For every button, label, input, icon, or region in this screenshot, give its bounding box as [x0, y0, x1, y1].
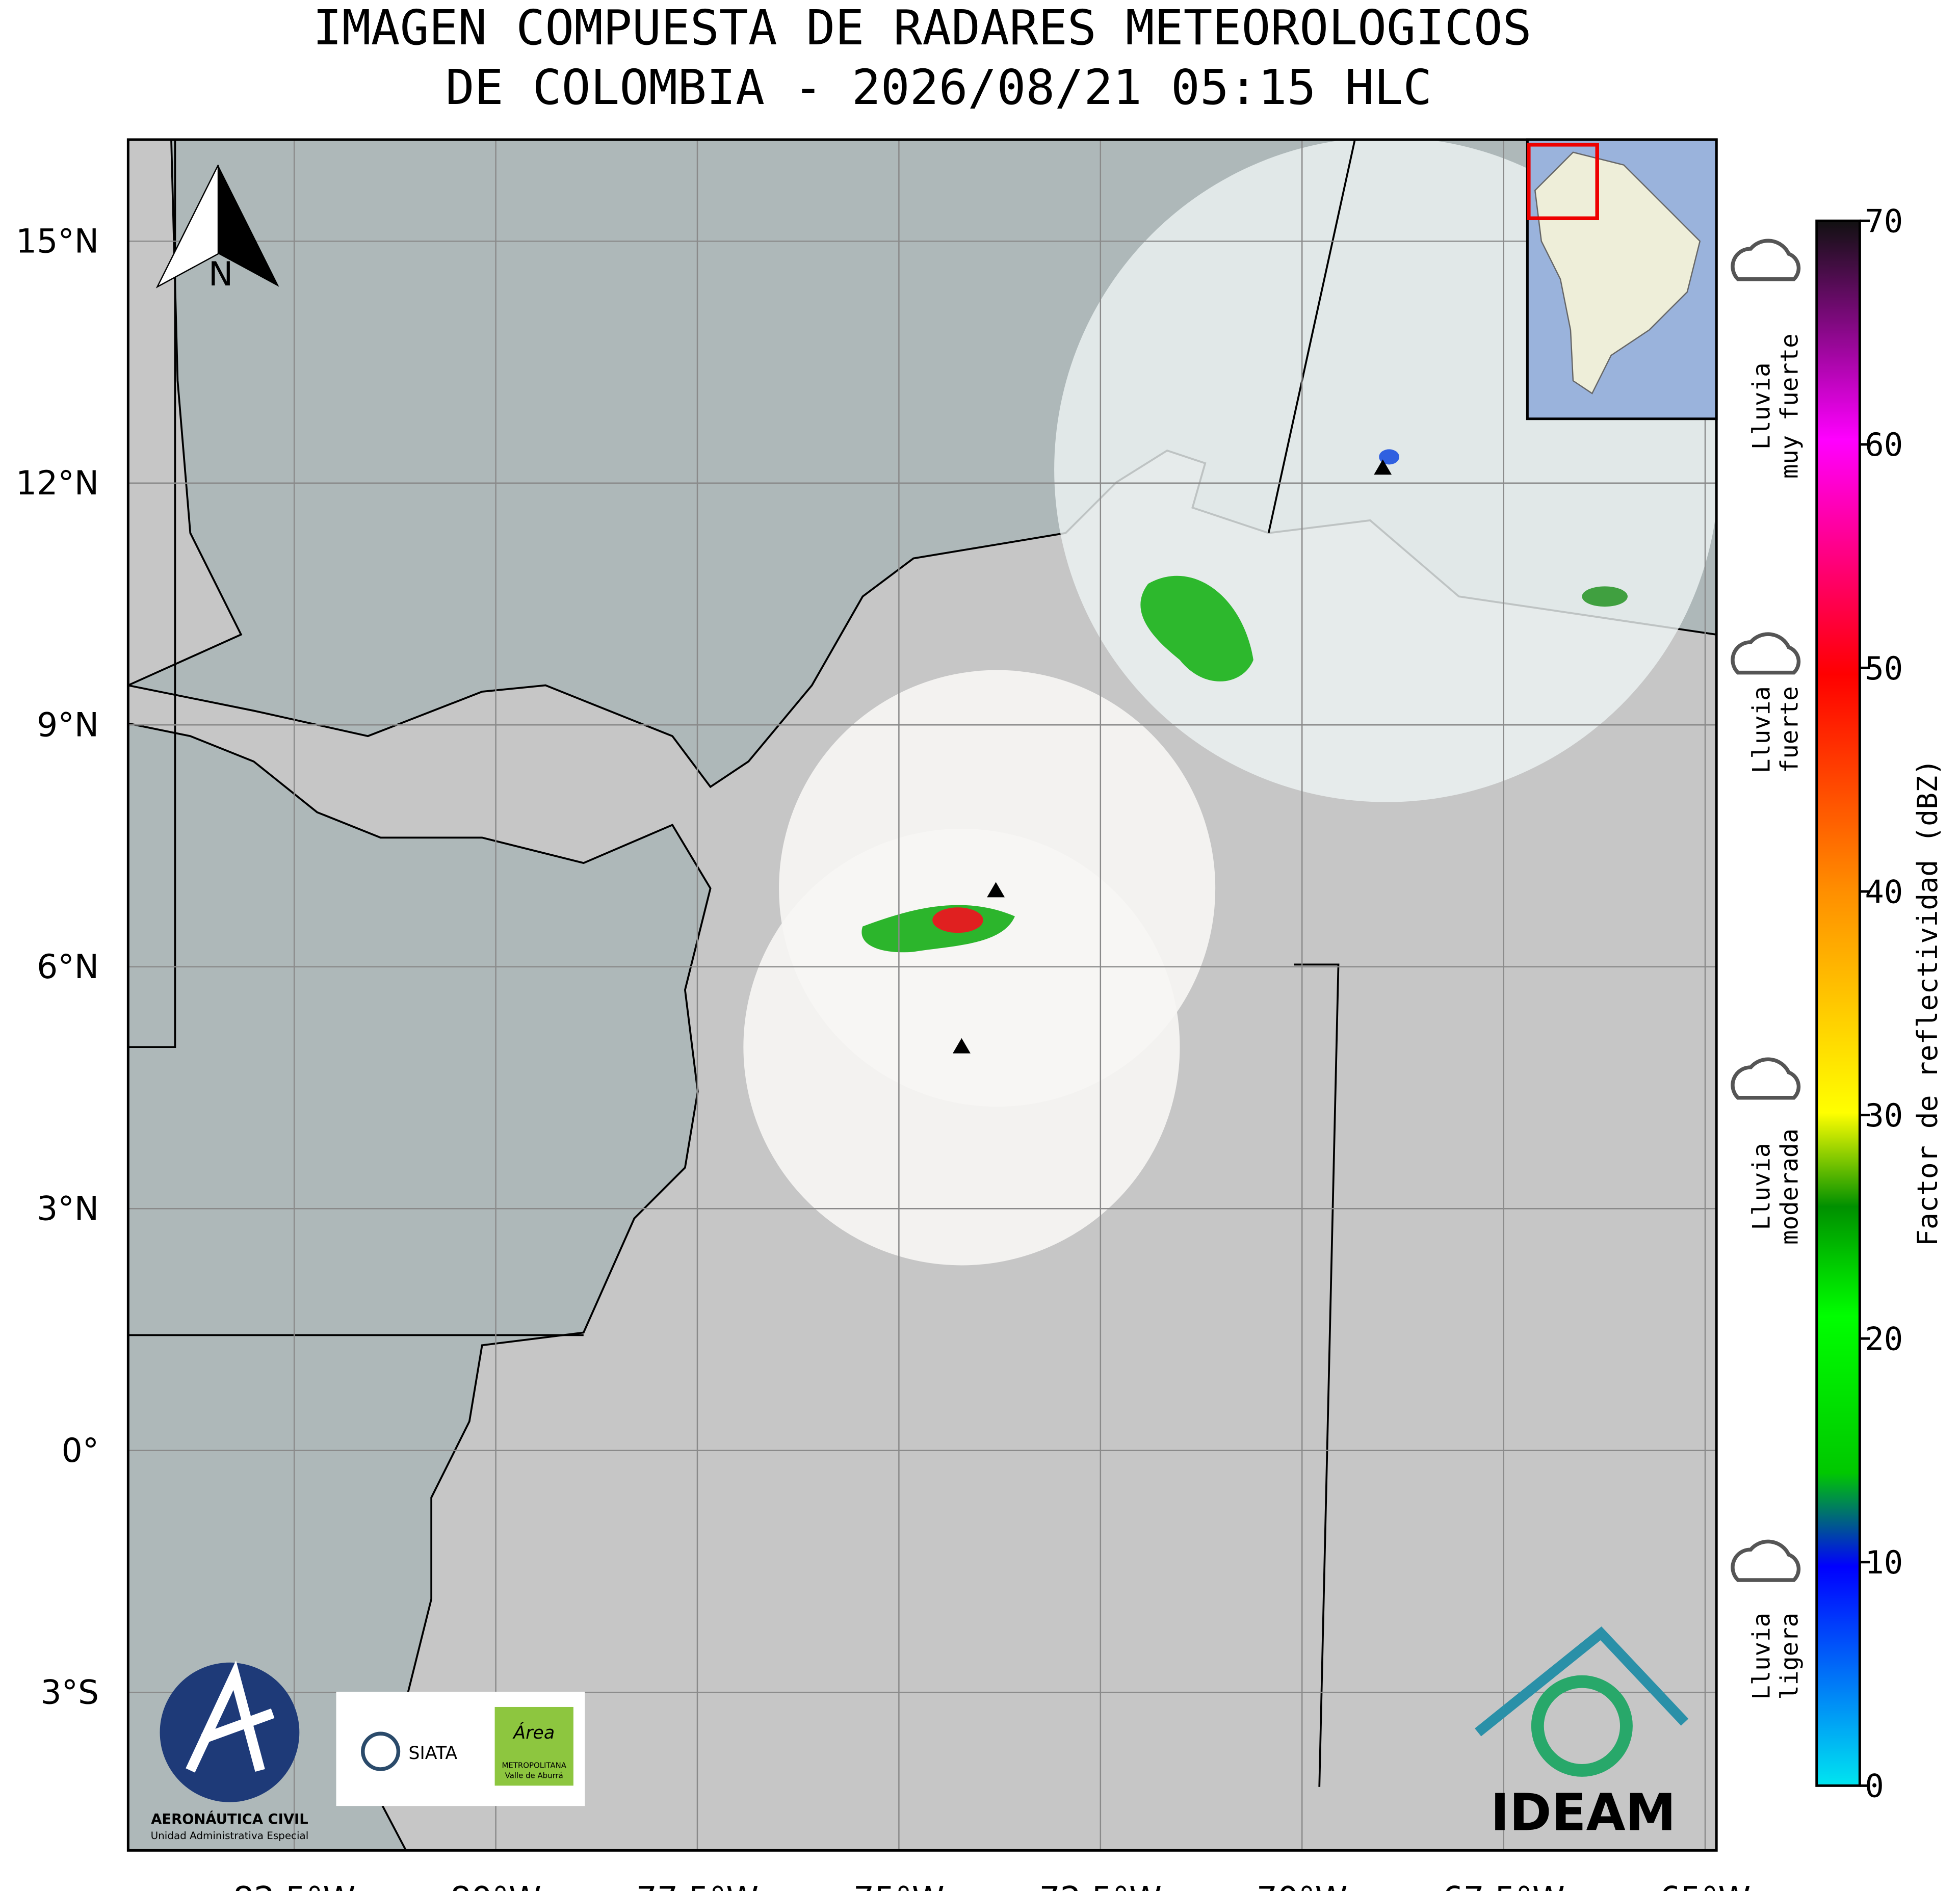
y-tick-label: 3°N: [37, 1190, 99, 1228]
colorbar-tick-label: 10: [1865, 1544, 1903, 1581]
rain-category: Lluvia: [1748, 1143, 1776, 1230]
colorbar-tick-label: 40: [1865, 873, 1903, 910]
area-logo: Área: [512, 1722, 555, 1743]
x-tick-label: 82.5°W: [233, 1880, 355, 1891]
colorbar-tick-label: 60: [1865, 426, 1903, 463]
x-tick-label: 67.5°W: [1442, 1880, 1564, 1891]
colorbar-tick-label: 30: [1865, 1097, 1903, 1134]
rain-category: muy fuerte: [1775, 333, 1804, 479]
inset-map: [1526, 138, 1718, 421]
map-area: [128, 139, 1717, 1851]
colorbar: [1815, 219, 1861, 1787]
x-tick-label: 77.5°W: [636, 1880, 759, 1891]
y-tick-label: 12°N: [16, 464, 99, 503]
rain-category: Lluvia: [1748, 686, 1776, 773]
title-line-2: DE COLOMBIA - 2026/08/21 05:15 HLC: [446, 60, 1432, 116]
x-tick-label: 65°W: [1660, 1880, 1751, 1891]
north-label: N: [208, 255, 233, 294]
rain-category: moderada: [1775, 1128, 1804, 1245]
rain-icon: [1731, 632, 1801, 675]
rain-category: Lluvia: [1748, 362, 1776, 450]
inset-extent: [1527, 143, 1599, 221]
y-tick-label: 15°N: [16, 223, 99, 261]
x-tick-label: 72.5°W: [1039, 1880, 1162, 1891]
map-frame: [126, 138, 1718, 1852]
precipitation: [1379, 449, 1400, 465]
logos: AERONÁUTICA CIVIL Unidad Administrativa …: [151, 1626, 1689, 1842]
ideam-logo: IDEAM: [1491, 1783, 1676, 1842]
y-tick-label: 6°N: [37, 948, 99, 986]
rain-category: Lluvia: [1748, 1613, 1776, 1700]
land-central-america: [128, 139, 243, 687]
inset-land: [1534, 151, 1701, 395]
precipitation: [932, 907, 983, 933]
aeronautica-name: AERONÁUTICA CIVIL: [151, 1811, 308, 1827]
aeronautica-sub: Unidad Administrativa Especial: [151, 1830, 309, 1842]
boundary: [128, 139, 1356, 1787]
rain-icon: [1731, 1057, 1801, 1100]
area-sub2: Valle de Aburrá: [505, 1771, 563, 1780]
precipitation: [1140, 575, 1253, 681]
precipitation: [1582, 586, 1628, 607]
rain-category: fuerte: [1775, 686, 1804, 773]
colorbar-label: Factor de reflectividad (dBZ): [1911, 759, 1944, 1246]
title-line-1: IMAGEN COMPUESTA DE RADARES METEOROLOGIC…: [313, 0, 1532, 56]
colorbar-tick-label: 50: [1865, 650, 1903, 687]
x-tick-label: 70°W: [1257, 1880, 1348, 1891]
rain-icon: [1731, 1539, 1801, 1582]
y-tick-label: 3°S: [41, 1674, 99, 1712]
colorbar-tick-label: 70: [1865, 203, 1903, 240]
rain-category: ligera: [1775, 1613, 1804, 1700]
siata-logo: SIATA: [408, 1743, 457, 1764]
x-tick-label: 80°W: [450, 1880, 541, 1891]
colorbar-tick-label: 0: [1865, 1768, 1884, 1805]
y-tick-label: 9°N: [37, 706, 99, 745]
x-tick-label: 75°W: [853, 1880, 945, 1891]
rain-icon: [1731, 239, 1801, 281]
colorbar-tick-label: 20: [1865, 1321, 1903, 1358]
y-tick-label: 0°: [62, 1432, 99, 1470]
area-sub: METROPOLITANA: [502, 1761, 566, 1770]
